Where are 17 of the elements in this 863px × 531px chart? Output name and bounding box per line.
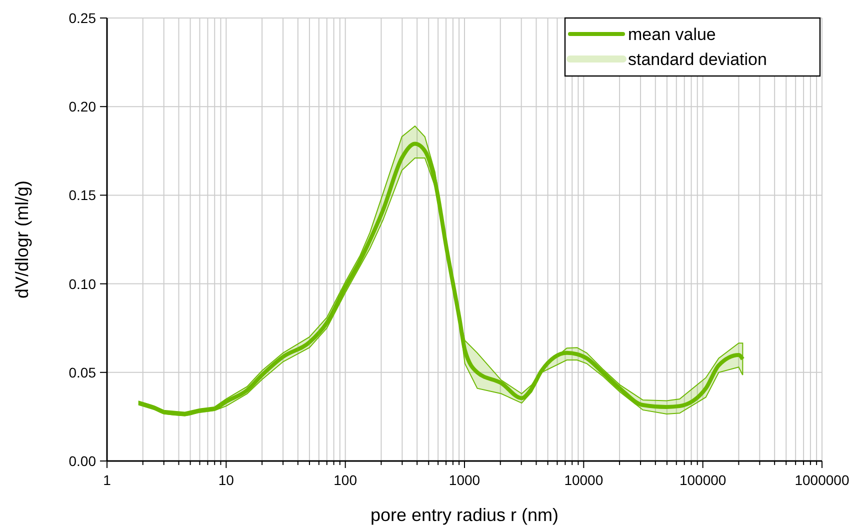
x-tick-label: 100 — [334, 472, 358, 488]
x-tick-label: 10 — [218, 472, 234, 488]
legend-label: mean value — [628, 25, 716, 44]
y-tick-label: 0.10 — [68, 276, 96, 292]
x-tick-label: 1000 — [448, 472, 480, 488]
x-axis-title: pore entry radius r (nm) — [370, 505, 559, 525]
x-tick-label: 1000000 — [794, 472, 850, 488]
y-axis-title: dV/dlogr (ml/g) — [12, 180, 32, 299]
annotation: standard deviation — [628, 50, 767, 69]
x-tick-label: 1 — [103, 472, 112, 488]
y-tick-label: 0.05 — [68, 364, 96, 380]
y-tick-label: 0.15 — [68, 187, 96, 204]
x-tick-label: 100000 — [679, 472, 726, 488]
y-tick-label: 0.00 — [68, 453, 96, 469]
y-tick-label: 0.20 — [68, 98, 96, 115]
x-tick-label: 10000 — [564, 472, 604, 488]
y-tick-label: 0.25 — [68, 10, 96, 26]
